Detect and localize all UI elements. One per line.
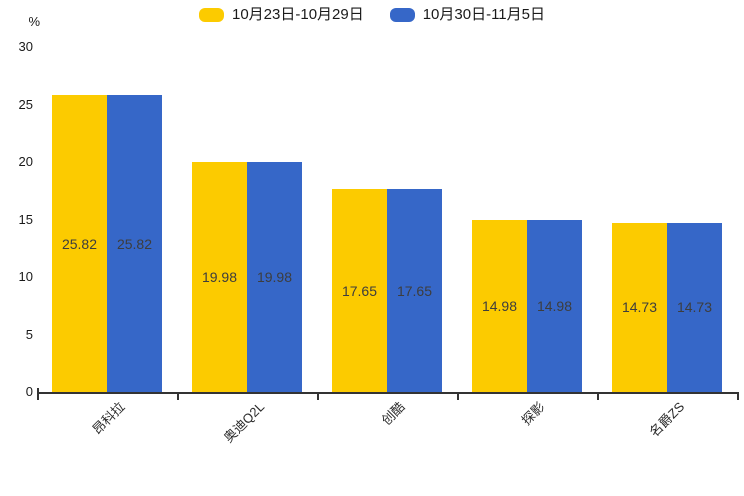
x-category-label: 创酷 xyxy=(378,399,408,429)
x-category-label: 昂科拉 xyxy=(89,399,128,438)
x-category-label: 奥迪Q2L xyxy=(221,399,268,446)
bar-value-label: 17.65 xyxy=(341,282,378,299)
y-tick-label: 15 xyxy=(18,211,33,227)
bar-value-label: 14.98 xyxy=(481,297,518,314)
bar-value-label: 14.98 xyxy=(536,297,573,314)
y-tick-label: 20 xyxy=(18,154,33,169)
legend-item-series-2[interactable]: 10月30日-11月5日 xyxy=(389,6,545,24)
legend-item-series-1[interactable]: 10月23日-10月29日 xyxy=(198,6,364,24)
bar-探影-series-1 xyxy=(472,219,527,392)
x-category-label: 探影 xyxy=(518,399,548,429)
y-tick-label: 10 xyxy=(18,269,33,284)
bar-value-label: 19.98 xyxy=(256,269,293,286)
bar-value-label: 19.98 xyxy=(201,269,238,286)
bar-名爵ZS-series-1 xyxy=(612,222,667,392)
x-axis-tick xyxy=(37,394,39,400)
x-axis-tick xyxy=(177,394,179,400)
bar-value-label: 14.73 xyxy=(676,299,713,316)
legend-label: 10月23日-10月29日 xyxy=(231,6,364,23)
bar-创酷-series-2 xyxy=(387,189,442,392)
x-category-label: 名爵ZS xyxy=(646,399,688,440)
x-axis-tick xyxy=(737,394,739,400)
bar-名爵ZS-series-2 xyxy=(667,222,722,392)
bar-value-label: 17.65 xyxy=(396,282,433,299)
legend-label: 10月30日-11月5日 xyxy=(422,6,545,23)
bar-value-label: 25.82 xyxy=(116,235,153,252)
y-tick-label: 30 xyxy=(18,39,33,54)
x-axis-tick xyxy=(457,394,459,400)
bar-探影-series-2 xyxy=(527,219,582,392)
bar-创酷-series-1 xyxy=(332,189,387,392)
x-axis-start-tick xyxy=(37,388,39,393)
bar-昂科拉-series-2 xyxy=(107,95,162,392)
x-axis-tick xyxy=(317,394,319,400)
legend: 10月23日-10月29日 10月30日-11月5日 xyxy=(0,6,744,24)
bar-奥迪Q2L-series-1 xyxy=(192,162,247,392)
bar-value-label: 14.73 xyxy=(621,299,658,316)
y-tick-label: 0 xyxy=(25,384,33,399)
y-axis-unit-label: % xyxy=(28,14,40,29)
legend-swatch-icon xyxy=(389,8,415,22)
y-tick-label: 5 xyxy=(25,326,33,342)
x-axis-tick xyxy=(597,394,599,400)
legend-swatch-icon xyxy=(198,8,224,22)
y-tick-label: 25 xyxy=(18,96,33,112)
x-axis-line xyxy=(37,392,739,394)
bar-value-label: 25.82 xyxy=(61,235,98,252)
bar-昂科拉-series-1 xyxy=(52,95,107,392)
bar-奥迪Q2L-series-2 xyxy=(247,162,302,392)
